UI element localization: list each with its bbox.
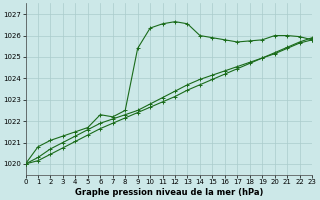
X-axis label: Graphe pression niveau de la mer (hPa): Graphe pression niveau de la mer (hPa) xyxy=(75,188,263,197)
